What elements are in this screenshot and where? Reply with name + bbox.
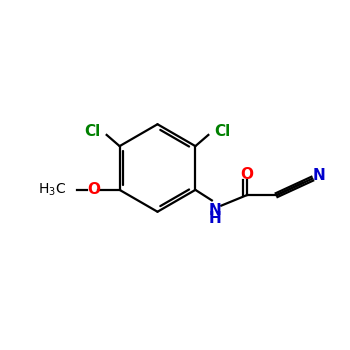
Text: Cl: Cl <box>84 124 100 139</box>
Text: O: O <box>240 167 253 182</box>
Text: H$_3$C: H$_3$C <box>38 182 66 198</box>
Text: O: O <box>87 182 100 197</box>
Text: H: H <box>209 211 222 226</box>
Text: Cl: Cl <box>215 124 231 139</box>
Text: N: N <box>312 168 325 183</box>
Text: N: N <box>209 203 222 218</box>
